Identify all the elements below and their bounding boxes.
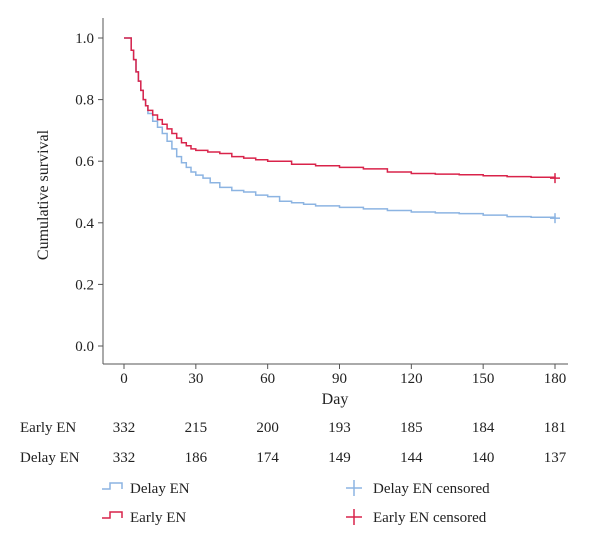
x-axis-ticks: 0 30 60 90 120 150 180	[120, 364, 566, 387]
risk-row-label: Early EN	[20, 420, 76, 436]
x-tick-label: 90	[332, 371, 347, 387]
x-tick-label: 60	[260, 371, 275, 387]
y-tick-label: 0.4	[75, 216, 94, 232]
x-axis-title: Day	[322, 391, 349, 408]
x-tick-label: 150	[472, 371, 495, 387]
risk-count: 200	[256, 420, 279, 436]
legend: Delay EN Early EN Delay EN censored Early E…	[102, 480, 490, 526]
y-axis-ticks: 0.0 0.2 0.4 0.6 0.8 1.0	[75, 31, 103, 355]
x-tick-label: 120	[400, 371, 423, 387]
y-tick-label: 1.0	[75, 31, 94, 47]
x-tick-label: 0	[120, 371, 128, 387]
step-icon	[102, 482, 123, 490]
risk-count: 174	[256, 450, 279, 466]
legend-item: Early EN censored	[346, 509, 487, 526]
legend-item: Early EN	[102, 510, 186, 526]
risk-count: 184	[472, 420, 495, 436]
legend-item: Delay EN censored	[346, 480, 490, 497]
risk-count: 332	[113, 420, 136, 436]
survival-series	[124, 37, 560, 224]
x-tick-label: 180	[544, 371, 567, 387]
risk-table: Early EN 332 215 200 193 185 184 181 Delay EN 332…	[20, 420, 567, 466]
risk-count: 137	[544, 450, 567, 466]
x-tick-label: 30	[188, 371, 203, 387]
legend-label: Delay EN censored	[373, 481, 490, 497]
series-line-early-en	[124, 37, 556, 179]
risk-count: 144	[400, 450, 423, 466]
legend-label: Delay EN	[130, 481, 190, 497]
risk-count: 140	[472, 450, 495, 466]
risk-count: 149	[328, 450, 351, 466]
y-axis-title: Cumulative survival	[35, 129, 52, 260]
legend-item: Delay EN	[102, 481, 190, 497]
legend-label: Early EN	[130, 510, 186, 526]
y-tick-label: 0.0	[75, 339, 94, 355]
risk-row-label: Delay EN	[20, 450, 80, 466]
y-tick-label: 0.2	[75, 277, 94, 293]
censored-marker-early-en	[550, 173, 560, 184]
plus-icon	[346, 480, 362, 496]
y-tick-label: 0.6	[75, 154, 94, 170]
risk-count: 186	[185, 450, 208, 466]
risk-count: 332	[113, 450, 136, 466]
risk-count: 215	[185, 420, 208, 436]
series-line-delay-en	[124, 37, 556, 219]
risk-count: 185	[400, 420, 423, 436]
plus-icon	[346, 509, 362, 525]
y-tick-label: 0.8	[75, 93, 94, 109]
legend-label: Early EN censored	[373, 510, 487, 526]
step-icon	[102, 511, 123, 519]
risk-count: 181	[544, 420, 567, 436]
risk-count: 193	[328, 420, 351, 436]
censored-marker-delay-en	[550, 213, 560, 224]
